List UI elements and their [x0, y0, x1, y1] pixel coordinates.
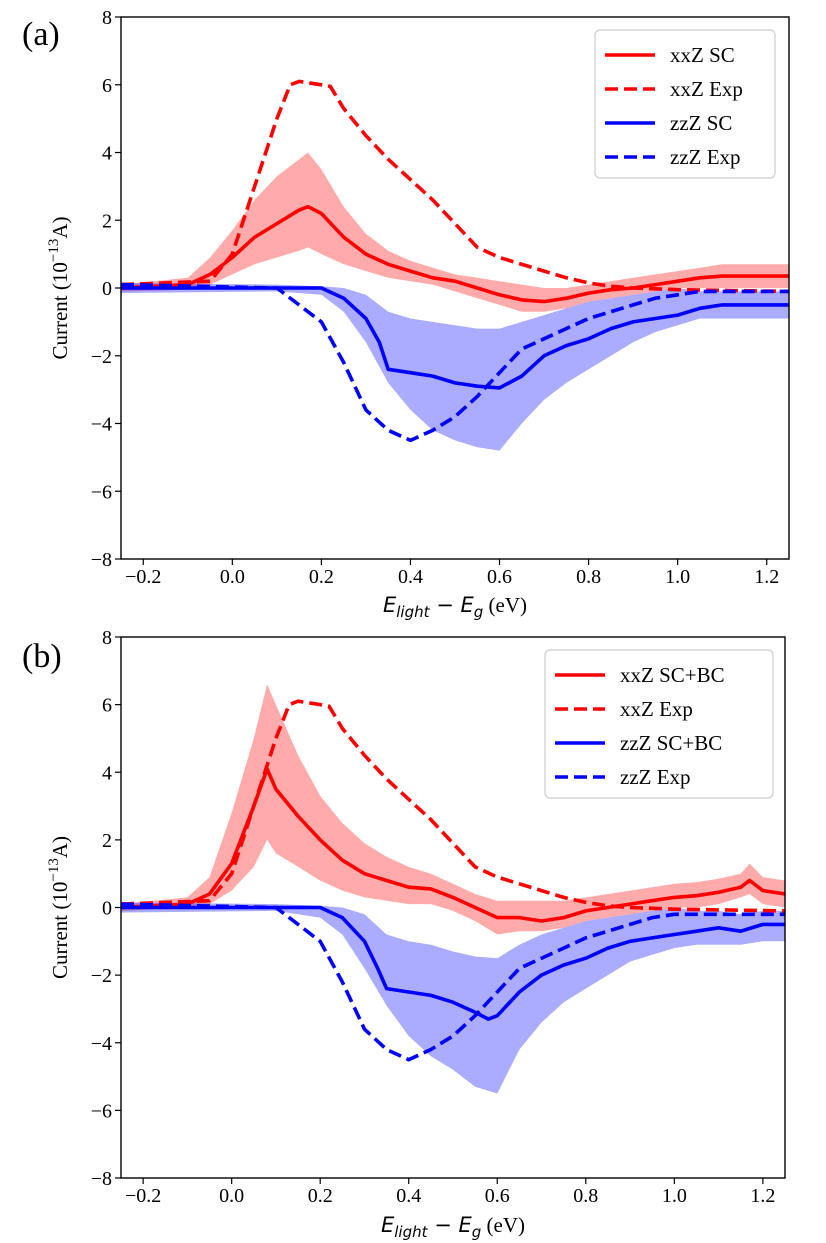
panel-label: (b) — [22, 638, 62, 675]
legend-entry: xxZ Exp — [620, 697, 693, 721]
legend-entry: xxZ SC+BC — [620, 663, 725, 687]
panel-a: −0.2 0.0 0.2 0.4 0.6 0.8 1.0 1.2 −8 −6 −4 −2 0 2 4 6 8 (a… — [22, 7, 790, 621]
y-tick-label: −4 — [91, 1033, 112, 1055]
x-tick-label: 1.0 — [665, 566, 690, 588]
series-line-zzz-sc-bc — [121, 905, 785, 1021]
x-tick-label: 0.4 — [396, 1185, 421, 1207]
x-axis-label: Elight − Eg (eV) — [383, 593, 527, 621]
y-tick-label: 0 — [102, 278, 112, 300]
x-axis-label: Elight − Eg (eV) — [381, 1213, 525, 1241]
series-line-xxz-exp — [121, 699, 785, 913]
legend: xxZ SC xxZ Exp zzZ SC zzZ Exp — [594, 29, 776, 179]
legend-entry: zzZ SC — [670, 111, 732, 135]
legend-box — [594, 29, 776, 179]
series-line-xxz-exp — [121, 79, 789, 294]
y-tick-label: 4 — [102, 143, 112, 165]
y-tick-label: −8 — [91, 549, 112, 571]
x-tick-label: 1.0 — [662, 1185, 687, 1207]
x-axis-label-part: (eV) — [483, 593, 527, 617]
x-tick-label: 0.8 — [573, 1185, 598, 1207]
plot-area — [121, 79, 789, 451]
x-tick-label: −0.2 — [125, 566, 161, 588]
y-axis-label-suffix: A) — [48, 836, 72, 858]
x-tick-label: 0.0 — [219, 1185, 244, 1207]
legend-box — [544, 649, 774, 799]
x-tick-label: −0.2 — [125, 1185, 161, 1207]
x-tick-label: 0.2 — [308, 1185, 333, 1207]
y-tick-label: −8 — [91, 1168, 112, 1190]
y-tick-label: 6 — [102, 75, 112, 97]
legend-entry: xxZ SC — [670, 43, 735, 67]
plot-area — [121, 684, 785, 1094]
y-tick-label: −6 — [91, 1100, 112, 1122]
y-tick-label: 8 — [102, 627, 112, 649]
y-tick-label: 6 — [102, 695, 112, 717]
xxz-sc-bc-band — [121, 684, 785, 935]
y-axis-label: Current (10−13A) — [46, 836, 72, 979]
y-tick-label: 0 — [102, 898, 112, 920]
series-line-zzz-exp — [121, 282, 789, 443]
y-tick-label: 2 — [102, 830, 112, 852]
y-tick-label: 4 — [102, 762, 112, 784]
x-axis-label-part: − E — [430, 593, 475, 617]
y-tick-label: 8 — [102, 7, 112, 29]
legend-entry: zzZ Exp — [670, 145, 741, 169]
x-axis-label-part: light — [394, 1223, 428, 1241]
legend-entry: zzZ SC+BC — [620, 731, 722, 755]
x-axis-label-part: E — [381, 1213, 395, 1237]
zzz-sc-band — [121, 282, 789, 451]
legend: xxZ SC+BC xxZ Exp zzZ SC+BC zzZ Exp — [544, 649, 774, 799]
panel-b: −0.2 0.0 0.2 0.4 0.6 0.8 1.0 1.2 −8 −6 −4 −2 0 2 4 6 8 (b… — [22, 627, 786, 1241]
x-tick-label: 0.2 — [309, 566, 334, 588]
y-axis-label-exp: −13 — [46, 239, 62, 262]
y-axis-label-prefix: Current (10 — [48, 882, 72, 979]
x-axis-label-part: (eV) — [481, 1213, 525, 1237]
y-tick-label: −2 — [91, 346, 112, 368]
x-axis-label-part: light — [396, 603, 430, 621]
y-axis-label-exp: −13 — [46, 858, 62, 881]
y-axis-label: Current (10−13A) — [46, 216, 72, 359]
y-axis-label-prefix: Current (10 — [48, 262, 72, 359]
x-axis-label-part: − E — [428, 1213, 473, 1237]
x-axis-label-part: g — [474, 603, 484, 621]
zzz-sc-bc-band — [121, 902, 785, 1094]
legend-entry: xxZ Exp — [670, 77, 743, 101]
x-tick-label: 1.2 — [754, 566, 779, 588]
y-tick-label: −2 — [91, 965, 112, 987]
xxz-sc-band — [121, 152, 789, 312]
x-tick-label: 0.4 — [398, 566, 423, 588]
x-tick-label: 0.6 — [487, 566, 512, 588]
panel-label: (a) — [22, 16, 60, 53]
y-axis-label-suffix: A) — [48, 216, 72, 238]
y-tick-label: −6 — [91, 481, 112, 503]
series-line-zzz-sc — [121, 286, 789, 390]
x-axis-label-part: g — [472, 1223, 482, 1241]
x-tick-label: 0.8 — [576, 566, 601, 588]
x-tick-label: 1.2 — [750, 1185, 775, 1207]
x-axis-label-part: E — [383, 593, 397, 617]
series-line-xxz-sc — [121, 204, 789, 304]
x-tick-label: 0.6 — [485, 1185, 510, 1207]
y-tick-label: 2 — [102, 210, 112, 232]
x-tick-label: 0.0 — [220, 566, 245, 588]
legend-entry: zzZ Exp — [620, 765, 691, 789]
series-line-zzz-exp — [121, 902, 785, 1062]
y-tick-label: −4 — [91, 414, 112, 436]
